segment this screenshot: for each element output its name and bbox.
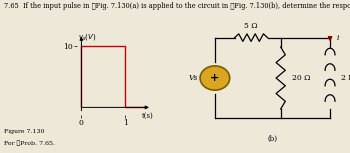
Text: t(s): t(s) xyxy=(141,112,153,120)
Circle shape xyxy=(200,66,230,90)
Text: $v_s(V)$: $v_s(V)$ xyxy=(78,32,97,42)
Text: (b): (b) xyxy=(267,135,278,143)
Text: 20 Ω: 20 Ω xyxy=(292,74,311,82)
Text: Vs: Vs xyxy=(189,74,198,82)
Text: 2 H: 2 H xyxy=(341,74,350,82)
Text: For ⒿProb. 7.65.: For ⒿProb. 7.65. xyxy=(4,141,55,146)
Text: i: i xyxy=(337,34,339,42)
Text: 7.65  If the input pulse in ⒿFig. 7.130(a) is applied to the circuit in ⒿFig. 7.: 7.65 If the input pulse in ⒿFig. 7.130(a… xyxy=(4,2,350,9)
Text: Figure 7.130: Figure 7.130 xyxy=(4,129,44,134)
Text: 5 Ω: 5 Ω xyxy=(244,22,258,30)
Text: +: + xyxy=(210,73,219,83)
